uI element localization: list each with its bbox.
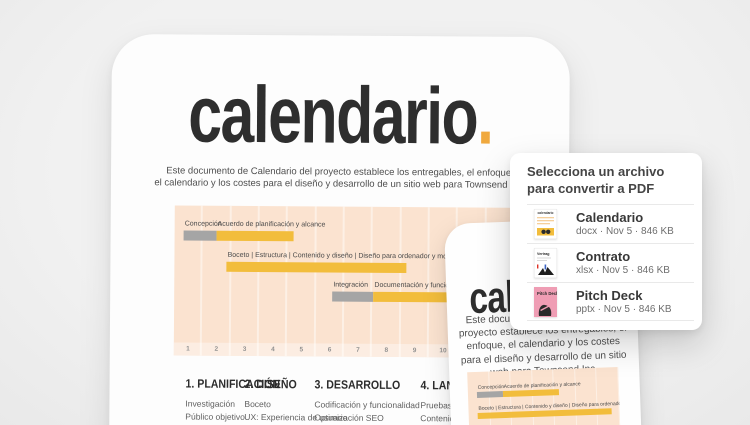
- phone-gantt-bar-label: Concepción: [477, 384, 505, 391]
- document-intro: Este documento de Calendario del proyect…: [130, 165, 550, 192]
- file-row-pitch-deck[interactable]: Pitch Deck. Pitch Deck pptx · Nov 5 · 84…: [527, 282, 694, 321]
- file-name: Contrato: [576, 249, 631, 264]
- file-row-calendario[interactable]: calendario Calendario docx · Nov 5 · 846…: [527, 204, 694, 243]
- convert-to-pdf-popup: Selecciona un archivo para convertir a P…: [510, 153, 702, 330]
- document-title: calendario.: [166, 69, 515, 161]
- contrato-doc-thumbnail-icon: Vertrag: [534, 248, 557, 278]
- file-row-contrato[interactable]: Vertrag Contrato xlsx · Nov 5 · 846 KB: [527, 243, 694, 282]
- phone-gantt-bar: [476, 391, 504, 398]
- intro-line-2: el calendario y los costes para el diseñ…: [154, 177, 526, 191]
- section-item: Optimización SEO: [314, 412, 384, 423]
- gantt-gridline: [173, 205, 204, 356]
- file-name: Calendario: [576, 210, 644, 225]
- calendario-doc-thumbnail-icon: calendario: [534, 209, 557, 239]
- gantt-bar: [332, 291, 374, 302]
- gantt-bar-label: Acuerdo de planificación y alcance: [217, 220, 326, 229]
- gantt-gridline: [230, 205, 260, 357]
- file-meta: pptx · Nov 5 · 846 KB: [576, 303, 672, 315]
- pitch-deck-thumbnail-icon: Pitch Deck.: [534, 286, 557, 317]
- phone-gantt-chart: Concepción Acuerdo de planificación y alc…: [467, 367, 624, 425]
- gantt-gridline: [202, 205, 232, 356]
- gantt-bar-label: Concepción: [184, 220, 222, 228]
- svg-text:Vertrag: Vertrag: [537, 252, 549, 256]
- gantt-bar: [216, 230, 294, 242]
- popup-title: Selecciona un archivo para convertir a P…: [527, 164, 665, 196]
- svg-text:Pitch Deck.: Pitch Deck.: [537, 291, 557, 296]
- section-desarrollo: 3. DESARROLLO Codificación y funcionalid…: [314, 377, 420, 425]
- section-heading: 3. DESARROLLO: [314, 377, 401, 393]
- svg-text:calendario: calendario: [538, 211, 554, 215]
- gantt-bar-label: Integración: [333, 281, 369, 289]
- file-meta: docx · Nov 5 · 846 KB: [576, 226, 674, 237]
- gantt-bar: [226, 261, 407, 274]
- gantt-gridline: [258, 206, 289, 357]
- section-item: Codificación y funcionalidad: [314, 399, 420, 411]
- title-accent-dot: .: [476, 71, 493, 161]
- file-name: Pitch Deck: [576, 287, 643, 303]
- gantt-gridline: [287, 206, 317, 357]
- phone-gantt-gridline: [596, 367, 624, 425]
- file-meta: xlsx · Nov 5 · 846 KB: [576, 265, 670, 276]
- document-title-text: calendario: [187, 69, 478, 161]
- gantt-bar: [183, 230, 217, 241]
